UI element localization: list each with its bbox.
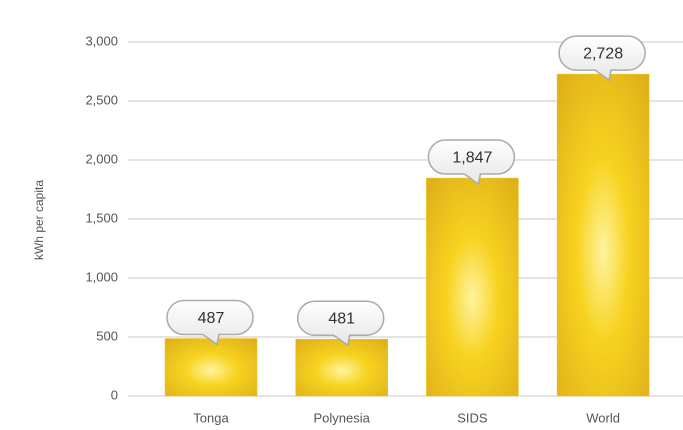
- value-label: 2,728: [583, 45, 623, 62]
- y-tick-label: 1,000: [85, 269, 118, 284]
- value-label: 487: [198, 310, 225, 327]
- y-tick-label: 1,500: [85, 210, 118, 225]
- label-bubble: [558, 35, 646, 82]
- y-axis-label: kWh per capita: [32, 180, 46, 260]
- y-tick-label: 2,000: [85, 151, 118, 166]
- label-bubble: [296, 300, 385, 347]
- y-tick-label: 3,000: [85, 33, 118, 48]
- bar: [164, 338, 258, 397]
- label-bubble: [166, 299, 254, 346]
- y-tick-label: 2,500: [85, 92, 118, 107]
- y-tick-label: 500: [96, 328, 118, 343]
- y-tick-label: 0: [111, 387, 118, 402]
- bar: [556, 73, 650, 397]
- bar: [295, 338, 388, 397]
- value-label: 1,847: [452, 149, 492, 166]
- x-tick-label: SIDS: [457, 410, 488, 425]
- x-tick-label: Polynesia: [314, 410, 371, 425]
- label-bubble: [427, 139, 516, 186]
- x-tick-label: World: [586, 410, 620, 425]
- x-tick-label: Tonga: [193, 410, 229, 425]
- bar: [426, 177, 519, 397]
- value-label: 481: [328, 310, 355, 327]
